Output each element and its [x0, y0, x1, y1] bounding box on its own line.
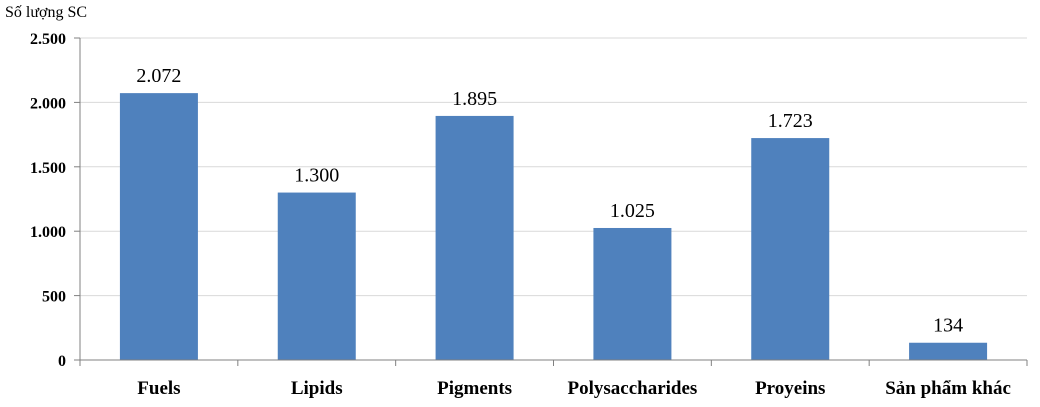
y-tick-label: 1.500: [30, 160, 66, 177]
data-labels: 2.072 1.300 1.895 1.025 1.723 134: [136, 65, 963, 337]
x-tick-label: Polysaccharides: [568, 378, 698, 399]
data-label: 2.072: [136, 65, 181, 87]
bar: [277, 192, 356, 360]
gridlines: [80, 37, 1027, 297]
y-axis-label: Số lượng SC: [5, 4, 87, 21]
y-tick-label: 2.000: [30, 95, 66, 112]
data-label: 1.300: [294, 165, 339, 187]
y-tick-label: 0: [58, 353, 66, 370]
axes: [74, 37, 1028, 366]
y-tick-label: 500: [42, 289, 66, 306]
y-tick-label: 2.500: [30, 31, 66, 48]
x-tick-label: Lipids: [291, 378, 343, 399]
y-axis-ticks: 0 500 1.000 1.500 2.000 2.500: [30, 31, 66, 370]
y-tick-label: 1.000: [30, 224, 66, 241]
bar: [751, 138, 830, 360]
data-label: 134: [933, 315, 963, 337]
bar: [435, 115, 514, 360]
data-label: 1.723: [768, 110, 813, 132]
x-tick-label: Sản phẩm khác: [885, 378, 1011, 399]
x-tick-label: Proyeins: [755, 378, 825, 399]
bars: [119, 93, 988, 360]
data-label: 1.025: [610, 200, 655, 222]
bar: [119, 93, 198, 360]
bar: [909, 342, 988, 360]
bar: [593, 227, 672, 360]
x-axis-ticks: Fuels Lipids Pigments Polysaccharides Proyei…: [137, 378, 1011, 399]
data-label: 1.895: [452, 88, 497, 110]
x-tick-label: Pigments: [437, 378, 512, 399]
x-tick-label: Fuels: [137, 378, 180, 399]
